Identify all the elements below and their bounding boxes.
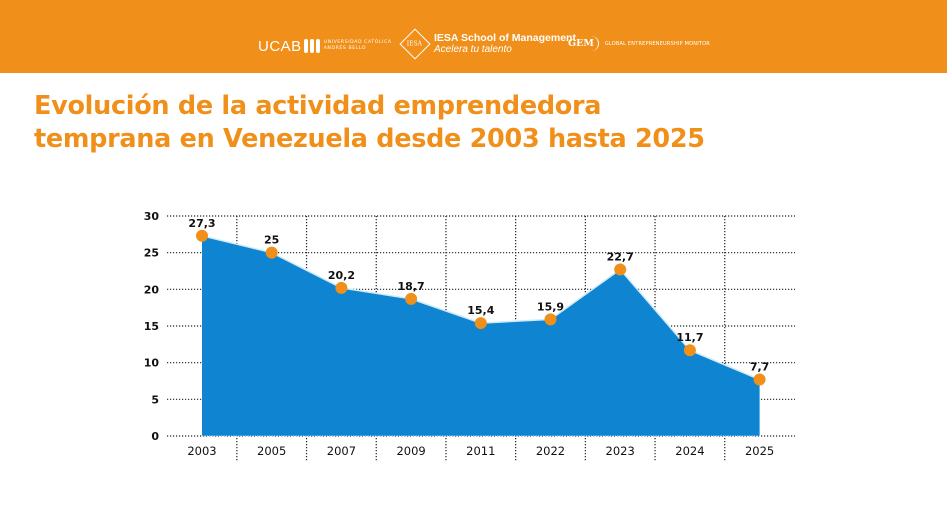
data-point (405, 292, 418, 305)
x-tick-label: 2011 (466, 444, 495, 458)
y-tick-label: 0 (151, 430, 159, 443)
data-point (683, 344, 696, 357)
data-label: 15,9 (537, 300, 564, 313)
x-tick-label: 2025 (745, 444, 774, 458)
page-title: Evolución de la actividad emprendedora t… (34, 91, 705, 154)
iesa-tagline: Acelera tu talento (434, 44, 512, 55)
data-point (614, 263, 627, 276)
ucab-wordmark: UCAB (258, 37, 302, 55)
x-tick-label: 2022 (536, 444, 565, 458)
data-point (753, 373, 766, 386)
data-point (335, 281, 348, 294)
data-label: 27,3 (188, 217, 215, 230)
data-point (265, 246, 278, 259)
iesa-logo: IESA IESA School of Management Acelera t… (399, 28, 576, 60)
gem-mark-icon: GEM (568, 36, 599, 51)
data-label: 11,7 (676, 331, 703, 344)
y-tick-label: 5 (151, 393, 159, 406)
y-tick-label: 10 (144, 357, 160, 370)
y-tick-label: 15 (144, 320, 159, 333)
x-tick-label: 2023 (606, 444, 635, 458)
y-tick-label: 30 (144, 210, 160, 223)
x-tick-label: 2009 (396, 444, 425, 458)
header-bar: UCAB UNIVERSIDAD CATÓLICA ANDRÉS BELLO I… (0, 0, 947, 73)
data-label: 25 (264, 234, 279, 247)
y-tick-label: 20 (144, 283, 160, 296)
gem-subtitle: GLOBAL ENTREPRENEURSHIP MONITOR (604, 40, 710, 47)
data-label: 7,7 (750, 361, 770, 374)
iesa-title: IESA School of Management (434, 32, 576, 44)
y-tick-label: 25 (144, 247, 159, 260)
data-label: 20,2 (328, 269, 355, 282)
data-label: 22,7 (607, 251, 634, 264)
gem-logo: GEM GLOBAL ENTREPRENEURSHIP MONITOR (568, 36, 710, 51)
data-point (544, 313, 557, 326)
ucab-logo: UCAB UNIVERSIDAD CATÓLICA ANDRÉS BELLO (258, 36, 392, 56)
x-tick-label: 2003 (187, 444, 216, 458)
x-tick-label: 2024 (675, 444, 704, 458)
x-tick-label: 2005 (257, 444, 286, 458)
data-point (196, 229, 208, 242)
x-tick-label: 2007 (327, 444, 356, 458)
ucab-emblem-icon (303, 39, 320, 53)
ucab-subtitle: UNIVERSIDAD CATÓLICA ANDRÉS BELLO (323, 40, 392, 51)
area-fill (202, 235, 760, 436)
data-point (474, 317, 487, 330)
data-label: 18,7 (398, 280, 425, 293)
data-label: 15,4 (467, 304, 494, 317)
